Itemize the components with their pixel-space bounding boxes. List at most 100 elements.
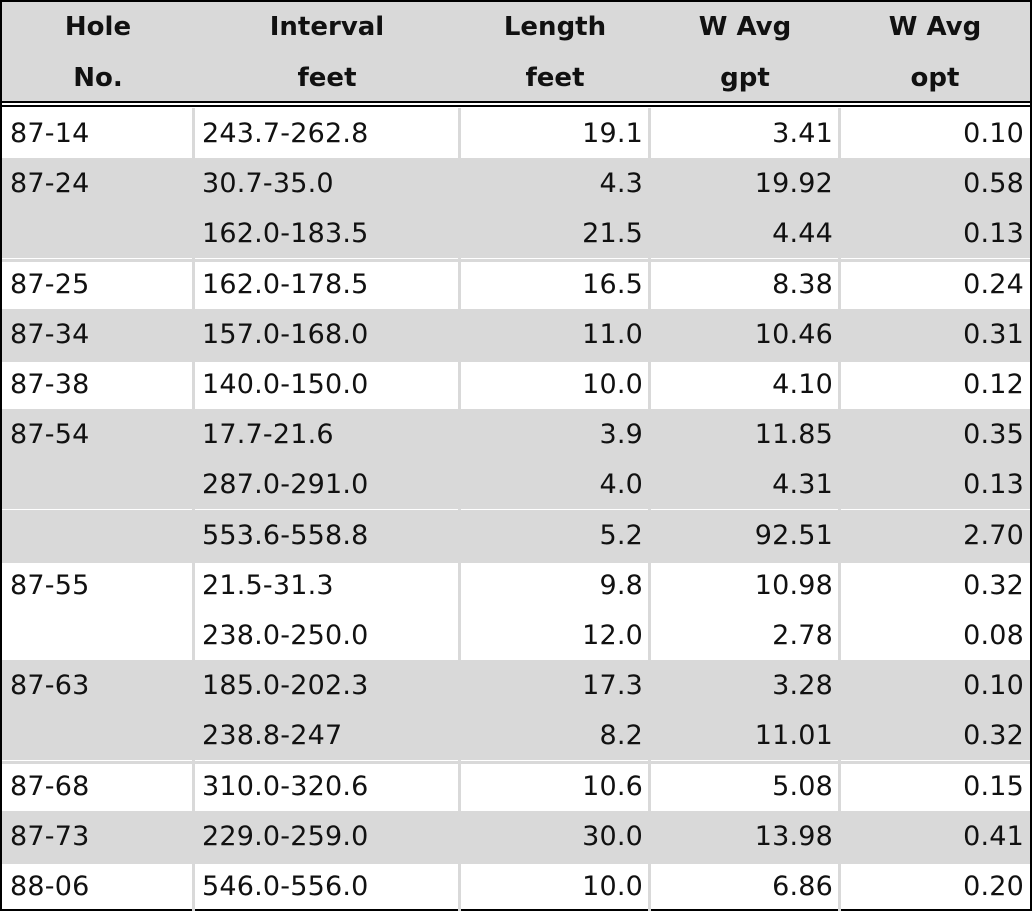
cell-length: 10.0 xyxy=(582,871,643,902)
cell-interval: 162.0-178.5 xyxy=(202,268,369,300)
cell-w-avg-opt: 0.13 xyxy=(963,218,1024,250)
table-row: 87-34 157.0-168.0 11.0 10.46 0.31 xyxy=(2,308,1030,359)
cell-hole xyxy=(10,710,190,760)
cell-hole: 88-06 xyxy=(10,871,90,902)
cell-interval: 140.0-150.0 xyxy=(202,369,369,400)
column-divider xyxy=(192,108,195,912)
table-row: 162.0-183.5 21.5 4.44 0.13 xyxy=(2,208,1030,259)
cell-length: 8.2 xyxy=(599,720,643,752)
cell-hole: 87-54 xyxy=(10,419,90,451)
cell-interval: 157.0-168.0 xyxy=(202,318,369,350)
row-separator xyxy=(2,409,1030,413)
table-row: 87-55 21.5-31.3 9.8 10.98 0.32 xyxy=(2,559,1030,610)
header-rule-top xyxy=(2,101,1030,103)
cell-length: 4.3 xyxy=(599,168,643,200)
cell-w-avg-gpt: 13.98 xyxy=(754,820,833,852)
row-separator xyxy=(2,760,1030,764)
cell-interval: 229.0-259.0 xyxy=(202,820,369,852)
cell-interval: 238.0-250.0 xyxy=(202,620,369,651)
row-separator xyxy=(2,861,1030,864)
table-row: 553.6-558.8 5.2 92.51 2.70 xyxy=(2,509,1030,560)
cell-length: 10.0 xyxy=(582,369,643,400)
cell-length: 10.6 xyxy=(582,770,643,802)
cell-interval: 21.5-31.3 xyxy=(202,569,334,601)
header-hole-line2: No. xyxy=(73,63,123,93)
table-row: 88-06 546.0-556.0 10.0 6.86 0.20 xyxy=(2,861,1030,911)
cell-w-avg-gpt: 19.92 xyxy=(754,168,833,200)
table-row: 238.0-250.0 12.0 2.78 0.08 xyxy=(2,610,1030,660)
header-gpt-line2: gpt xyxy=(720,63,770,93)
cell-length: 12.0 xyxy=(582,620,643,651)
cell-interval: 17.7-21.6 xyxy=(202,419,334,451)
header-length-line2: feet xyxy=(525,63,585,93)
cell-hole: 87-68 xyxy=(10,770,90,802)
row-separator xyxy=(2,308,1030,312)
cell-interval: 553.6-558.8 xyxy=(202,519,369,551)
cell-hole xyxy=(10,459,190,509)
table-row: 87-38 140.0-150.0 10.0 4.10 0.12 xyxy=(2,359,1030,409)
cell-w-avg-opt: 0.12 xyxy=(963,369,1024,400)
cell-w-avg-opt: 0.10 xyxy=(963,670,1024,702)
header-hole-no: Hole No. xyxy=(2,2,194,101)
cell-w-avg-opt: 0.20 xyxy=(963,871,1024,902)
cell-hole: 87-73 xyxy=(10,820,90,852)
cell-length: 3.9 xyxy=(599,419,643,451)
header-interval-line2: feet xyxy=(297,63,357,93)
cell-interval: 185.0-202.3 xyxy=(202,670,369,702)
cell-length: 30.0 xyxy=(582,820,643,852)
cell-hole: 87-38 xyxy=(10,369,90,400)
column-divider xyxy=(458,108,461,912)
cell-hole xyxy=(10,510,190,560)
column-divider xyxy=(648,108,651,912)
cell-length: 4.0 xyxy=(599,469,643,501)
cell-w-avg-opt: 0.31 xyxy=(963,318,1024,350)
cell-w-avg-gpt: 11.85 xyxy=(754,419,833,451)
cell-w-avg-opt: 0.08 xyxy=(963,620,1024,651)
row-separator xyxy=(2,359,1030,362)
cell-hole: 87-24 xyxy=(10,168,90,200)
cell-w-avg-opt: 0.15 xyxy=(963,770,1024,802)
table-row: 287.0-291.0 4.0 4.31 0.13 xyxy=(2,459,1030,510)
cell-w-avg-gpt: 10.98 xyxy=(754,569,833,601)
header-gpt-line1: W Avg xyxy=(698,12,792,42)
header-opt-line1: W Avg xyxy=(888,12,982,42)
header-length-line1: Length xyxy=(503,12,607,42)
table-row: 87-63 185.0-202.3 17.3 3.28 0.10 xyxy=(2,660,1030,711)
cell-w-avg-opt: 0.58 xyxy=(963,168,1024,200)
cell-w-avg-opt: 2.70 xyxy=(963,519,1024,551)
cell-hole: 87-25 xyxy=(10,268,90,300)
cell-w-avg-gpt: 2.78 xyxy=(772,620,833,651)
table-row: 87-25 162.0-178.5 16.5 8.38 0.24 xyxy=(2,258,1030,309)
cell-w-avg-gpt: 11.01 xyxy=(754,720,833,752)
cell-w-avg-gpt: 3.41 xyxy=(772,118,833,149)
cell-length: 9.8 xyxy=(599,569,643,601)
header-interval-line1: Interval xyxy=(269,12,385,42)
cell-hole xyxy=(10,610,190,660)
header-length: Length feet xyxy=(460,2,650,101)
cell-w-avg-opt: 0.13 xyxy=(963,469,1024,501)
row-separator xyxy=(2,559,1030,563)
cell-interval: 310.0-320.6 xyxy=(202,770,369,802)
table-row: 87-54 17.7-21.6 3.9 11.85 0.35 xyxy=(2,409,1030,460)
header-rule-bottom xyxy=(2,105,1030,107)
cell-interval: 30.7-35.0 xyxy=(202,168,334,200)
cell-w-avg-gpt: 8.38 xyxy=(772,268,833,300)
cell-w-avg-opt: 0.32 xyxy=(963,569,1024,601)
table-header: Hole No. Interval feet Length feet W Avg… xyxy=(2,2,1030,101)
row-separator xyxy=(2,158,1030,162)
cell-interval: 546.0-556.0 xyxy=(202,871,369,902)
table-row: 87-24 30.7-35.0 4.3 19.92 0.58 xyxy=(2,158,1030,209)
cell-w-avg-opt: 0.10 xyxy=(963,118,1024,149)
cell-w-avg-gpt: 5.08 xyxy=(772,770,833,802)
cell-w-avg-opt: 0.32 xyxy=(963,720,1024,752)
header-w-avg-gpt: W Avg gpt xyxy=(650,2,840,101)
cell-length: 11.0 xyxy=(582,318,643,350)
table-row: 87-14 243.7-262.8 19.1 3.41 0.10 xyxy=(2,108,1030,158)
cell-length: 19.1 xyxy=(582,118,643,149)
cell-interval: 243.7-262.8 xyxy=(202,118,369,149)
cell-w-avg-gpt: 92.51 xyxy=(754,519,833,551)
header-w-avg-opt: W Avg opt xyxy=(840,2,1030,101)
cell-hole xyxy=(10,208,190,258)
cell-interval: 287.0-291.0 xyxy=(202,469,369,501)
cell-hole: 87-55 xyxy=(10,569,90,601)
